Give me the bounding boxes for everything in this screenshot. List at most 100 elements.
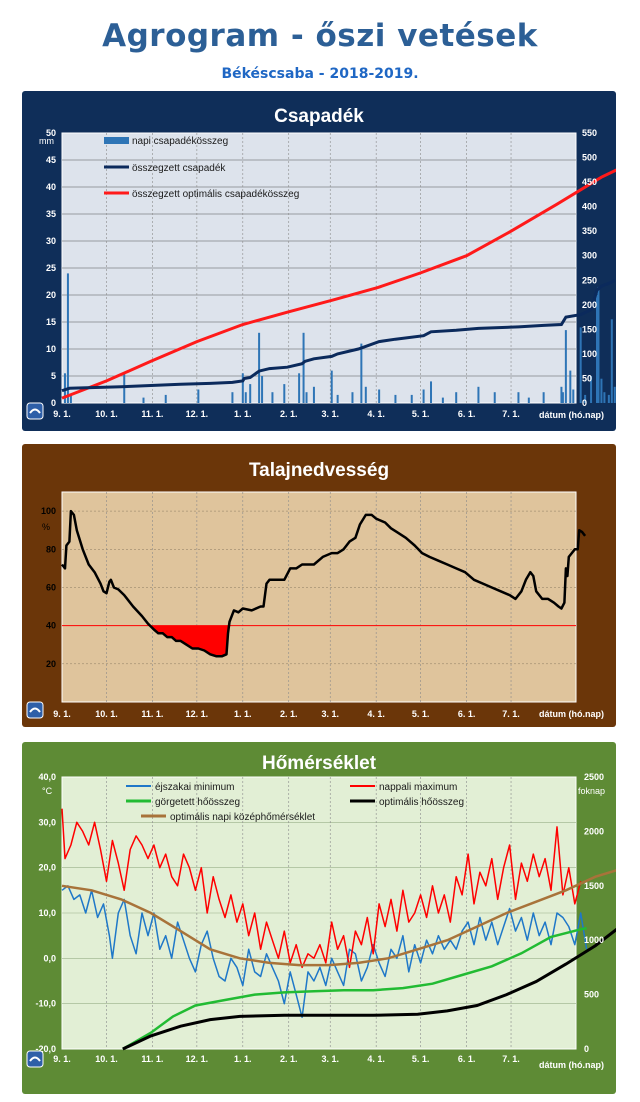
- x-tick-label: 1. 1.: [234, 1054, 252, 1064]
- x-tick-label: 5. 1.: [412, 409, 430, 419]
- precip-bar: [302, 332, 305, 403]
- chart-title: Csapadék: [274, 106, 364, 127]
- y-tick-label: 50: [46, 128, 56, 138]
- x-tick-label: 3. 1.: [321, 409, 339, 419]
- precip-bar: [410, 394, 413, 403]
- x-tick-label: 11. 1.: [141, 1054, 163, 1064]
- x-tick-label: 3. 1.: [321, 1054, 339, 1064]
- x-tick-label: 5. 1.: [412, 1054, 430, 1064]
- precip-bar: [351, 392, 354, 403]
- legend-label-optimal-mean: optimális napi középhőmérséklet: [170, 812, 315, 823]
- y-tick-label: 35: [46, 209, 56, 219]
- x-tick-label: 7. 1.: [502, 409, 520, 419]
- precip-bar: [493, 392, 496, 403]
- precip-bar: [590, 376, 593, 403]
- optimal-heat-line: [122, 906, 640, 1051]
- y-tick-label: 30: [46, 236, 56, 246]
- x-tick-label: 10. 1.: [95, 1054, 118, 1064]
- y2-tick-label: 550: [582, 128, 597, 138]
- omsz-logo: [26, 1050, 44, 1068]
- x-tick-label: 2. 1.: [280, 709, 298, 719]
- legend-label-day-max: nappali maximum: [379, 782, 457, 793]
- precip-bar: [527, 397, 530, 403]
- y-tick-label: 40: [46, 621, 56, 631]
- y-tick-label: 60: [46, 582, 56, 592]
- precip-bar: [477, 386, 480, 403]
- y-tick-label: 20,0: [38, 863, 56, 873]
- legend-label-optimal-heat: optimális hőösszeg: [379, 797, 464, 808]
- legend: napi csapadékösszeg összegzett csapadék …: [104, 136, 299, 200]
- y-tick-label: 25: [46, 263, 56, 273]
- y-tick-label: 0,0: [43, 953, 56, 963]
- x-tick-label: 9. 1.: [53, 1054, 71, 1064]
- y-tick-label: 30,0: [38, 817, 56, 827]
- y2-tick-label: 450: [582, 177, 597, 187]
- temperature-panel: Hőmérséklet -20,0 -10,0 0,0 10,0 20,0 30,0 40,…: [22, 742, 640, 1094]
- y-tick-label: -20,0: [35, 1044, 56, 1054]
- precip-bar: [249, 384, 252, 403]
- y-axis-unit: °C: [42, 786, 53, 796]
- y-tick-label: 80: [46, 544, 56, 554]
- precip-bar: [197, 389, 200, 403]
- precip-bar: [441, 397, 444, 403]
- x-tick-label: 1. 1.: [234, 409, 252, 419]
- precip-bar: [142, 397, 145, 403]
- precip-bar: [569, 370, 572, 403]
- precip-bar: [378, 389, 381, 403]
- x-tick-label: 12. 1.: [186, 709, 209, 719]
- y2-tick-label: 200: [582, 300, 597, 310]
- x-tick-label: 7. 1.: [502, 1054, 520, 1064]
- y2-tick-label: 1000: [584, 935, 604, 945]
- precip-bar: [69, 394, 72, 403]
- precip-bar: [312, 386, 315, 403]
- plot-area: [61, 491, 577, 703]
- precip-bar: [63, 373, 66, 403]
- y2-tick-label: 500: [584, 990, 599, 1000]
- y-tick-label: 45: [46, 155, 56, 165]
- chart-title: Talajnedvesség: [249, 460, 389, 481]
- y-tick-label: 0: [51, 398, 56, 408]
- precip-bar: [560, 386, 563, 403]
- x-tick-label: 7. 1.: [502, 709, 520, 719]
- legend-label-cumulative: összegzett csapadék: [132, 163, 226, 174]
- x-axis-label: dátum (hó.nap): [539, 1060, 604, 1070]
- optimal-precip-line: [61, 156, 640, 400]
- night-min-line: [61, 885, 588, 1019]
- y-tick-label: 40: [46, 182, 56, 192]
- y2-axis-unit: foknap: [578, 786, 605, 796]
- precip-bar: [455, 392, 458, 403]
- soil-moisture-panel: Talajnedvesség 20 40 60 80 100 9. 1. 10. 1. 11…: [22, 444, 616, 727]
- precip-bar: [66, 273, 69, 403]
- precip-bar: [231, 392, 234, 403]
- precip-bar: [613, 386, 616, 403]
- x-tick-label: 1. 1.: [234, 709, 252, 719]
- x-tick-label: 2. 1.: [280, 1054, 298, 1064]
- precip-bar: [330, 370, 333, 403]
- precip-bar: [564, 330, 567, 403]
- x-tick-label: 3. 1.: [321, 709, 339, 719]
- precip-bar: [561, 392, 564, 403]
- precip-bar: [597, 286, 600, 403]
- precipitation-chart: Csapadék 0 5 10 15 20 25 30 35 40 45 50 0 50 100 150 2…: [26, 106, 640, 420]
- x-tick-label: 2. 1.: [280, 409, 298, 419]
- y2-tick-label: 350: [582, 226, 597, 236]
- x-tick-label: 6. 1.: [458, 709, 476, 719]
- chart-title: Hőmérséklet: [262, 753, 377, 774]
- legend-label-optimal: összegzett optimális csapadékösszeg: [132, 189, 299, 200]
- cumulative-precip-line: [61, 278, 616, 393]
- legend-label-night-min: éjszakai minimum: [155, 782, 234, 793]
- x-axis-label: dátum (hó.nap): [539, 410, 604, 420]
- precip-bar: [244, 392, 247, 403]
- precip-bar: [607, 394, 610, 403]
- precip-bar: [584, 394, 587, 403]
- precip-bar: [241, 373, 244, 403]
- precip-bar: [364, 386, 367, 403]
- y2-tick-label: 2500: [584, 772, 604, 782]
- y2-tick-label: 150: [582, 324, 597, 334]
- precip-bar: [336, 394, 339, 403]
- y2-tick-label: 0: [584, 1044, 589, 1054]
- rolling-heat-line: [122, 926, 587, 1051]
- x-tick-label: 4. 1.: [367, 709, 385, 719]
- y-tick-label: 100: [41, 506, 56, 516]
- y2-tick-label: 1500: [584, 881, 604, 891]
